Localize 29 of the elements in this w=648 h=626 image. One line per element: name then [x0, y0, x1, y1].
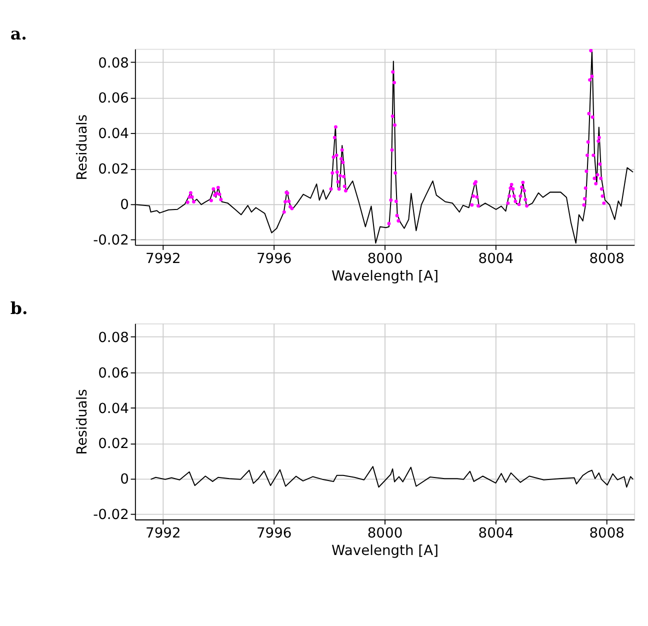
- y-tick-label: 0.06: [98, 365, 129, 382]
- chart-title: a.: [10, 24, 27, 44]
- chart-title: b.: [10, 298, 28, 318]
- x-tick-label: 7992: [146, 250, 181, 267]
- x-tick-label: 8008: [589, 525, 625, 542]
- y-tick-label: 0: [120, 472, 129, 488]
- x-axis-title: Wavelength [A]: [332, 268, 438, 284]
- y-tick-label: 0.08: [98, 330, 129, 346]
- x-tick-label: 8008: [589, 250, 625, 267]
- x-tick-label: 8000: [367, 525, 403, 542]
- y-tick-label: 0.04: [98, 400, 130, 417]
- y-tick-label: 0.04: [98, 126, 130, 142]
- y-tick-label: -0.02: [93, 232, 129, 249]
- x-tick-label: 8000: [367, 250, 403, 267]
- y-axis-title: Residuals: [74, 388, 91, 455]
- x-tick-label: 7996: [256, 250, 292, 267]
- y-tick-label: 0.08: [98, 55, 129, 72]
- x-tick-label: 7996: [256, 525, 292, 542]
- y-tick-label: 0.06: [98, 90, 129, 107]
- x-tick-label: 8004: [478, 250, 514, 267]
- y-tick-label: 0.02: [98, 436, 129, 452]
- y-tick-label: 0: [120, 197, 129, 214]
- y-tick-label: -0.02: [93, 507, 129, 524]
- y-tick-label: 0.02: [98, 162, 129, 178]
- line-series: [150, 466, 634, 488]
- x-tick-label: 7992: [146, 525, 181, 542]
- y-axis-title: Residuals: [74, 114, 91, 180]
- x-axis-title: Wavelength [A]: [332, 542, 438, 559]
- x-tick-label: 8004: [478, 525, 514, 542]
